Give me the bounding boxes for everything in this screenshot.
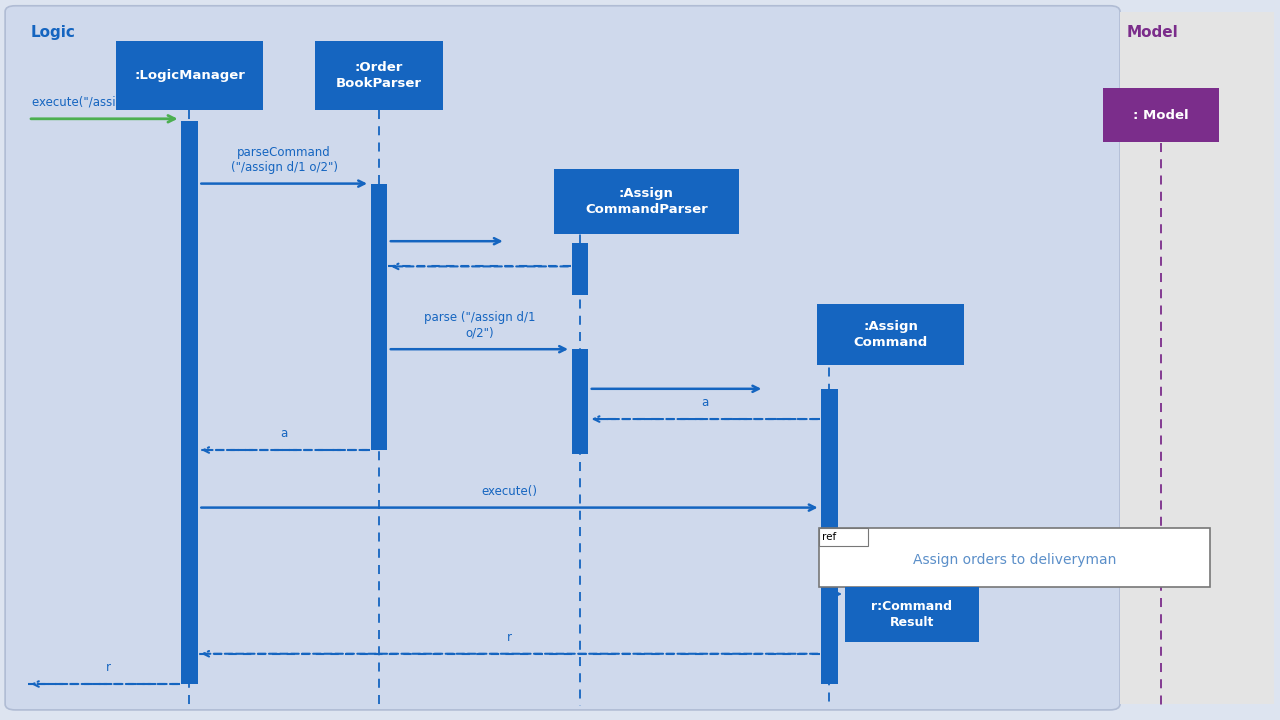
- Text: a: a: [701, 396, 708, 409]
- Text: execute(): execute(): [481, 485, 538, 498]
- Text: r:Command
Result: r:Command Result: [872, 600, 952, 629]
- Bar: [1120, 12, 1274, 704]
- Bar: [571, 349, 589, 454]
- Bar: [315, 41, 443, 109]
- Text: parse ("/assign d/1
o/2"): parse ("/assign d/1 o/2"): [424, 311, 535, 339]
- Bar: [371, 184, 387, 450]
- Text: parseCommand
("/assign d/1 o/2"): parseCommand ("/assign d/1 o/2"): [230, 145, 338, 174]
- Bar: [818, 304, 965, 365]
- Text: Model: Model: [1126, 25, 1178, 40]
- Text: :Assign
Command: :Assign Command: [854, 320, 928, 349]
- Text: a: a: [280, 427, 288, 440]
- Bar: [182, 121, 197, 684]
- Text: :Order
BookParser: :Order BookParser: [335, 61, 422, 90]
- Text: Logic: Logic: [31, 25, 76, 40]
- Text: execute("/assign d/1 o/2"): execute("/assign d/1 o/2"): [32, 96, 186, 109]
- Text: Assign orders to deliveryman: Assign orders to deliveryman: [913, 553, 1116, 567]
- Bar: [554, 169, 740, 234]
- Bar: [819, 528, 868, 546]
- Bar: [822, 389, 838, 684]
- Text: r: r: [106, 661, 111, 674]
- Text: ref: ref: [822, 532, 836, 542]
- Bar: [571, 243, 589, 295]
- Text: :Assign
CommandParser: :Assign CommandParser: [585, 187, 708, 216]
- Text: r: r: [507, 631, 512, 644]
- Bar: [1103, 89, 1219, 143]
- Text: : Model: : Model: [1133, 109, 1189, 122]
- FancyBboxPatch shape: [5, 6, 1120, 710]
- Text: :LogicManager: :LogicManager: [134, 69, 244, 82]
- Bar: [116, 41, 264, 109]
- Bar: [845, 587, 979, 642]
- Bar: [819, 528, 1210, 587]
